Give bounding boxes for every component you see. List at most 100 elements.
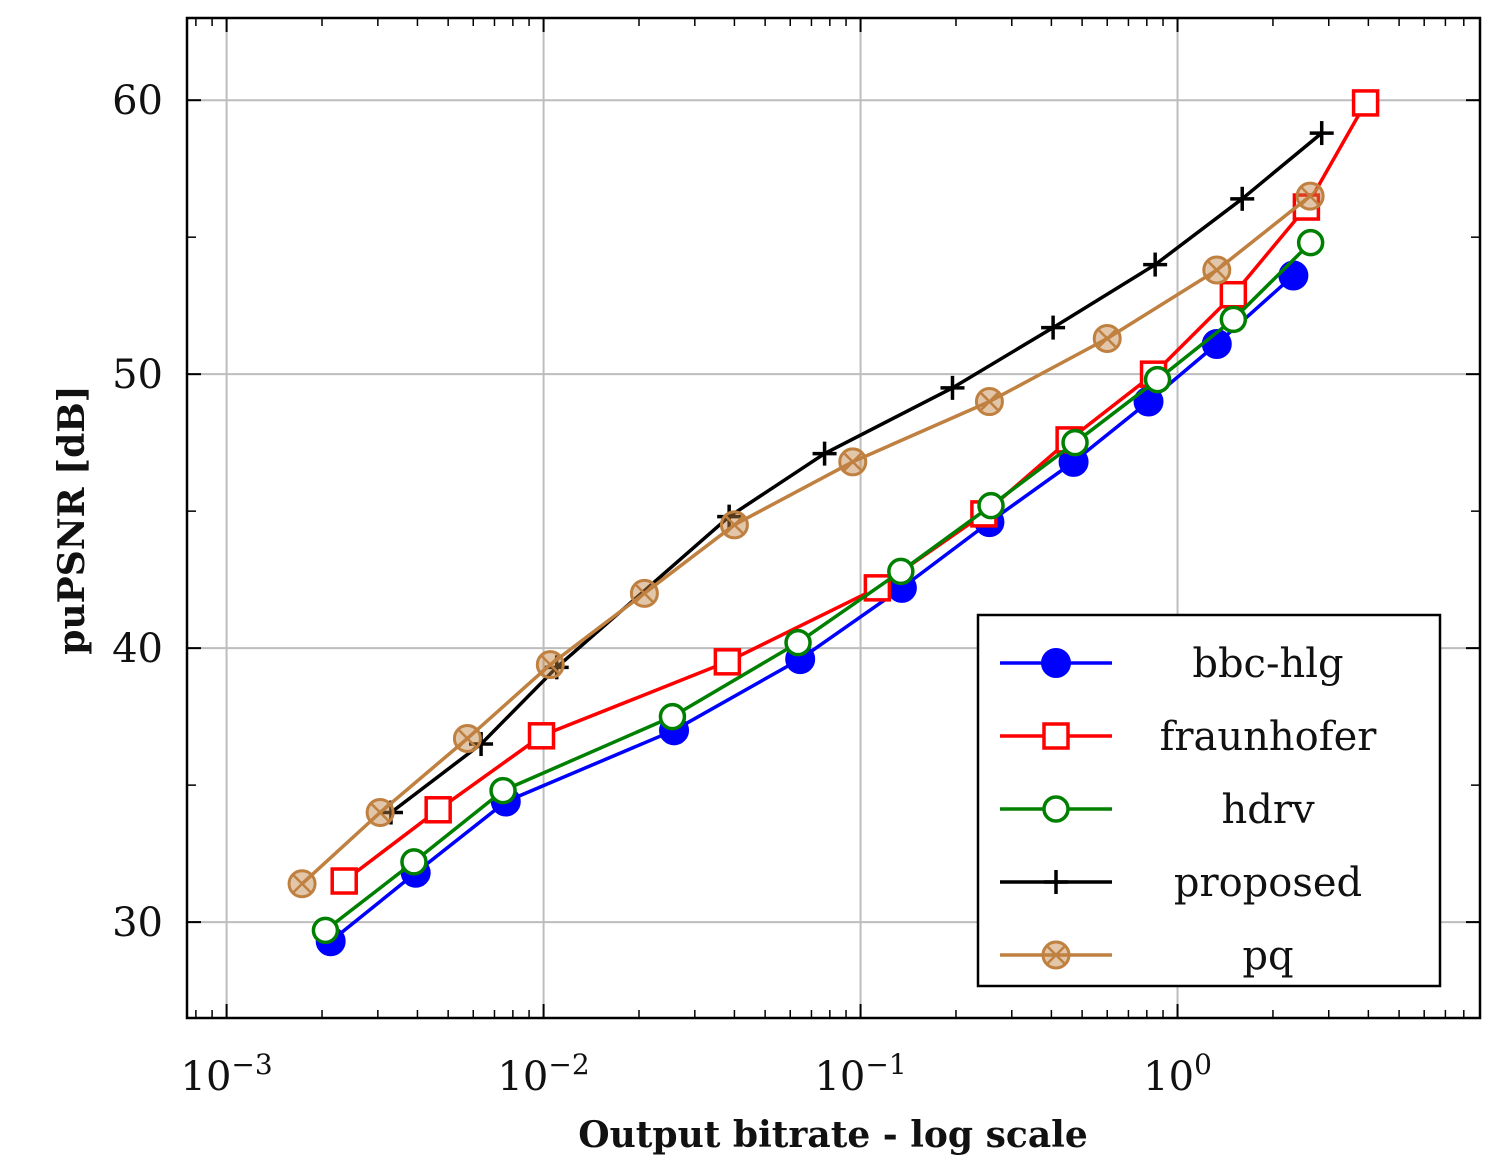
data-point (719, 510, 749, 540)
data-point (1351, 89, 1380, 117)
legend-marker (1041, 648, 1071, 678)
legend-label: bbc-hlg (1192, 641, 1343, 687)
data-point (1143, 252, 1168, 277)
marker-shape (1300, 186, 1320, 206)
legend-entry-hdrv: hdrv (1000, 787, 1315, 833)
marker-shape (977, 491, 1005, 520)
marker-shape (1143, 365, 1172, 394)
y-tick-label: 50 (112, 352, 163, 398)
marker-shape (863, 574, 892, 602)
marker-shape (458, 729, 477, 748)
legend-label: proposed (1174, 860, 1362, 906)
marker-shape (887, 557, 915, 586)
data-point (838, 447, 868, 477)
marker-shape (489, 776, 517, 805)
axis-ticks (187, 18, 1480, 1018)
data-point (1219, 280, 1248, 309)
marker-shape (1097, 329, 1117, 348)
marker-shape (713, 648, 742, 676)
legend-label: hdrv (1221, 787, 1314, 833)
series-line (389, 131, 1323, 814)
marker-shape (400, 848, 428, 876)
marker-shape (330, 867, 358, 895)
marker-shape (1296, 228, 1325, 257)
marker-shape (1041, 648, 1071, 678)
series-pq (287, 181, 1325, 899)
x-tick-label: 10−1 (814, 1048, 906, 1100)
marker-shape (725, 515, 744, 535)
data-point (287, 869, 317, 899)
data-point (812, 441, 837, 466)
data-point (1143, 365, 1172, 394)
y-axis-title: puPSNR [dB] (51, 385, 93, 654)
marker-shape (1351, 89, 1380, 117)
data-point (1309, 121, 1334, 146)
marker-shape (311, 916, 340, 945)
x-tick-label: 100 (1143, 1048, 1212, 1100)
tick-labels: 10−3 10−2 10−1 100 30 40 50 60 (112, 78, 1212, 1100)
data-point (400, 848, 428, 876)
data-point (424, 796, 452, 824)
data-point (1230, 186, 1255, 211)
data-point (1296, 228, 1325, 257)
grid (187, 18, 1480, 1018)
data-point (311, 916, 340, 945)
marker-shape (843, 452, 863, 472)
y-tick-label: 30 (112, 900, 163, 946)
marker-shape (1061, 428, 1089, 457)
x-tick-label: 10−2 (497, 1048, 589, 1100)
legend-entry-proposed: proposed (1000, 860, 1362, 906)
data-point (784, 628, 812, 657)
marker-shape (980, 392, 999, 411)
legend-label: pq (1242, 933, 1293, 979)
marker-shape (1042, 722, 1070, 750)
marker-shape (658, 702, 687, 731)
data-point (1202, 255, 1232, 285)
data-point (1295, 181, 1325, 211)
legend-marker (1042, 722, 1070, 750)
data-point (489, 776, 517, 805)
y-tick-label: 40 (112, 626, 163, 672)
x-axis-title: Output bitrate - log scale (578, 1114, 1087, 1156)
data-point (658, 702, 687, 731)
data-point (330, 867, 358, 895)
data-point (1041, 315, 1066, 340)
plot-series (287, 89, 1380, 957)
legend: bbc-hlg fraunhofer hdrv proposed pq (976, 613, 1442, 988)
data-point (887, 557, 915, 586)
marker-shape (292, 874, 312, 894)
legend-entry-fraunhofer: fraunhofer (1000, 714, 1377, 760)
data-point (1278, 260, 1309, 291)
data-point (1061, 428, 1089, 457)
data-point (863, 574, 892, 602)
data-point (713, 648, 742, 676)
marker-shape (1042, 795, 1070, 823)
legend-entry-bbc-hlg: bbc-hlg (1000, 641, 1344, 687)
legend-marker (1044, 870, 1068, 894)
data-point (527, 722, 556, 750)
series-hdrv (311, 228, 1325, 945)
marker-shape (1219, 305, 1248, 334)
marker-shape (1046, 945, 1066, 965)
marker-shape (635, 583, 654, 603)
marker-shape (527, 722, 556, 750)
x-tick-label: 10−3 (181, 1048, 273, 1100)
y-tick-label: 60 (112, 78, 163, 124)
data-point (1092, 324, 1122, 354)
marker-shape (1278, 260, 1309, 291)
legend-entry-pq: pq (1000, 933, 1294, 979)
marker-shape (1219, 280, 1248, 309)
data-point (717, 504, 742, 529)
data-point (535, 650, 565, 680)
marker-shape (1207, 260, 1227, 280)
data-point (977, 491, 1005, 520)
data-point (1219, 305, 1248, 334)
marker-shape (370, 803, 390, 822)
marker-shape (784, 628, 812, 657)
legend-marker (1042, 795, 1070, 823)
legend-marker (1041, 940, 1071, 970)
data-point (940, 375, 965, 400)
plot-frame (185, 16, 1482, 1020)
data-point (629, 578, 659, 608)
